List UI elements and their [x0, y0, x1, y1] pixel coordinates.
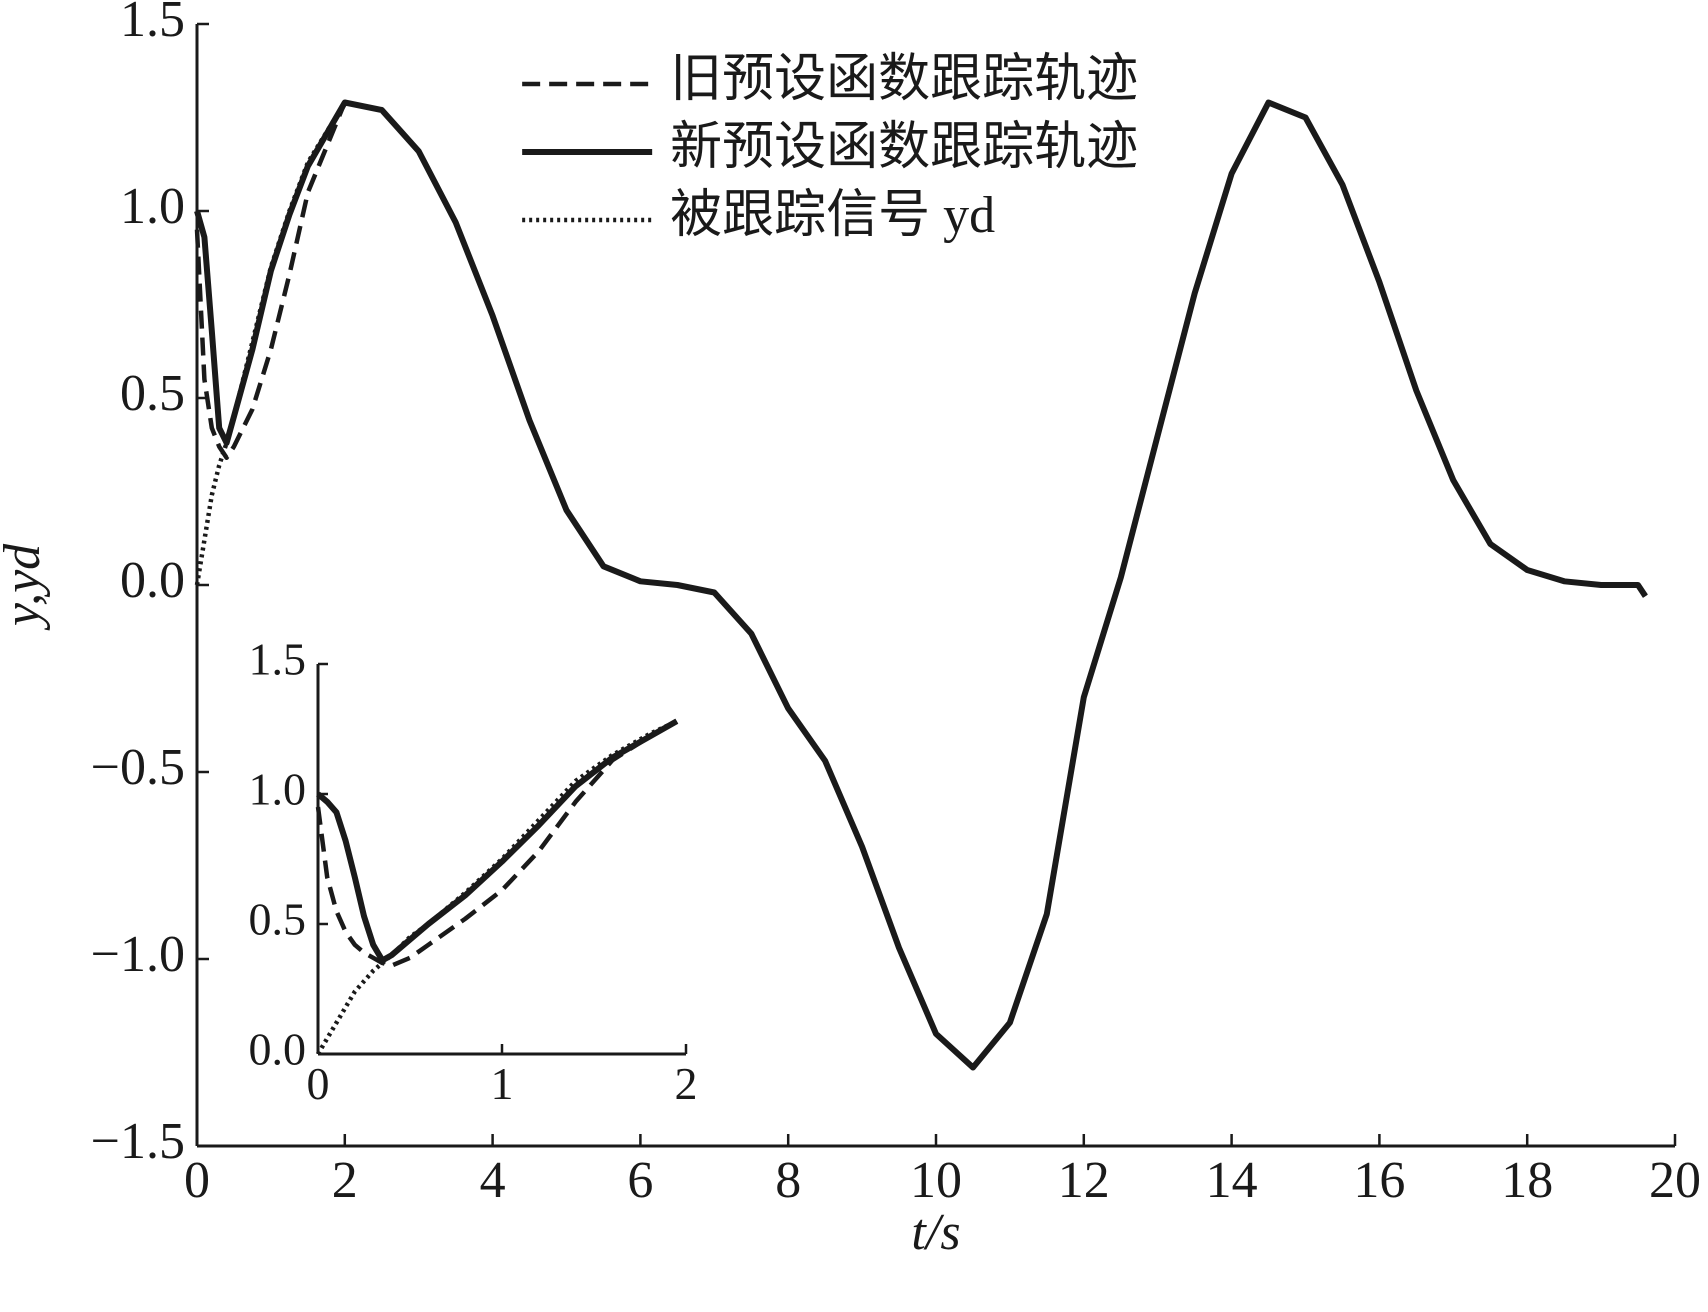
series-line	[194, 100, 1648, 1070]
y-tick-label: 1.5	[249, 634, 307, 685]
x-tick-label: 4	[480, 1152, 506, 1209]
x-tick-label: 18	[1501, 1152, 1553, 1209]
x-tick-label: 12	[1058, 1152, 1110, 1209]
x-tick-label: 6	[627, 1152, 653, 1209]
x-tick-label: 1	[491, 1058, 514, 1109]
x-tick-label: 2	[332, 1152, 358, 1209]
y-axis-label: y,yd	[0, 543, 51, 631]
y-tick-label: −1.0	[91, 926, 185, 983]
x-tick-label: 2	[675, 1058, 698, 1109]
y-tick-label: 0.0	[120, 552, 185, 609]
y-tick-label: 0.5	[120, 365, 185, 422]
x-tick-label: 14	[1206, 1152, 1258, 1209]
y-tick-label: 1.0	[249, 764, 307, 815]
series-line	[316, 718, 679, 964]
y-tick-label: 0.0	[249, 1024, 307, 1075]
series-line	[316, 719, 678, 1056]
y-tick-label: 0.5	[249, 894, 307, 945]
x-tick-label: 0	[307, 1058, 330, 1109]
series-line	[194, 99, 1648, 1071]
legend-label: 被跟踪信号 yd	[670, 187, 995, 244]
x-tick-label: 0	[184, 1152, 210, 1209]
y-tick-label: 1.0	[120, 178, 185, 235]
y-tick-label: −1.5	[91, 1113, 185, 1170]
y-tick-label: 1.5	[120, 0, 185, 48]
x-tick-label: 10	[910, 1152, 962, 1209]
x-tick-label: 8	[775, 1152, 801, 1209]
series-line	[315, 719, 678, 968]
series-line	[194, 100, 1648, 1070]
legend-label: 新预设函数跟踪轨迹	[670, 119, 1138, 176]
y-tick-label: −0.5	[91, 739, 185, 796]
x-tick-label: 20	[1649, 1152, 1701, 1209]
x-axis-label: t/s	[911, 1204, 960, 1261]
x-tick-label: 16	[1353, 1152, 1405, 1209]
legend-label: 旧预设函数跟踪轨迹	[670, 51, 1138, 108]
